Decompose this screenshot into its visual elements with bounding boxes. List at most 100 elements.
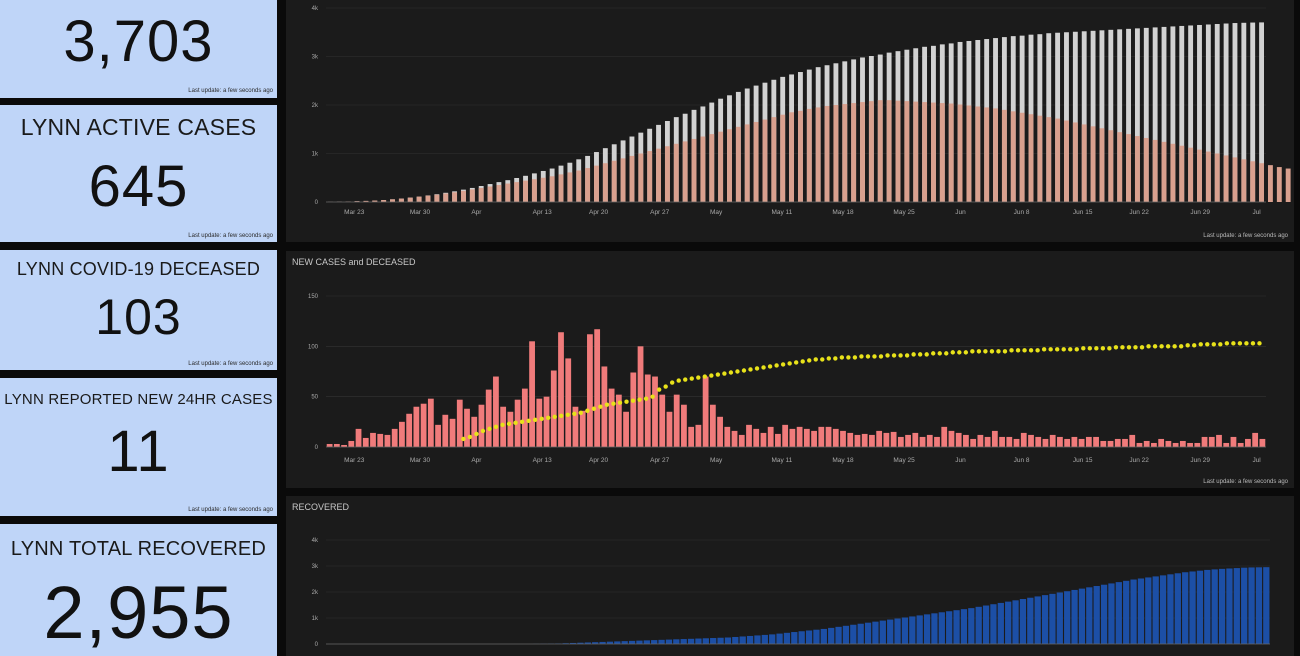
active-cases-bar <box>1277 167 1282 202</box>
active-cases-bar <box>878 100 883 202</box>
deceased-point <box>1009 348 1013 352</box>
deceased-point <box>742 368 746 372</box>
active-cases-bar <box>940 103 945 202</box>
active-cases-bar <box>621 158 626 202</box>
active-cases-bar <box>1259 163 1264 202</box>
recovered-bar <box>1189 571 1195 644</box>
deceased-point <box>853 355 857 359</box>
new-cases-bar <box>450 419 456 447</box>
new-cases-bar <box>876 431 882 447</box>
recovered-bar <box>1263 567 1269 644</box>
active-cases-bar <box>496 185 501 202</box>
active-cases-bar <box>1268 165 1273 202</box>
active-cases-bar <box>408 198 413 202</box>
card-updated: Last update: a few seconds ago <box>188 507 273 513</box>
deceased-point <box>618 401 622 405</box>
deceased-point <box>859 354 863 358</box>
deceased-point <box>520 420 524 424</box>
new-cases-bar <box>435 425 441 447</box>
x-tick-label: Jul <box>1252 209 1261 216</box>
recovered-bar <box>762 635 768 644</box>
active-cases-bar <box>390 199 395 202</box>
new-cases-bar <box>1151 443 1157 447</box>
deceased-point <box>1231 341 1235 345</box>
new-cases-bar <box>507 412 513 447</box>
deceased-point <box>774 363 778 367</box>
new-cases-bar <box>442 415 448 447</box>
new-cases-bar <box>1079 439 1085 447</box>
new-cases-bar <box>1245 439 1251 447</box>
new-cases-bar <box>963 435 969 447</box>
deceased-point <box>1042 347 1046 351</box>
new-cases-bar <box>529 341 535 447</box>
x-tick-label: Apr 20 <box>589 209 609 216</box>
new-cases-bar <box>645 375 651 447</box>
deceased-point <box>879 354 883 358</box>
recovered-bar <box>1175 573 1181 644</box>
new-cases-bar <box>609 389 615 447</box>
deceased-point <box>1107 346 1111 350</box>
new-cases-bar <box>1165 441 1171 447</box>
new-cases-bar <box>594 329 600 447</box>
y-tick-label: 150 <box>308 294 319 300</box>
new-cases-bar <box>1014 439 1020 447</box>
new-cases-bar <box>782 425 788 447</box>
active-cases-bar <box>523 181 528 202</box>
new-cases-bar <box>1231 437 1237 447</box>
active-cases-bar <box>1233 157 1238 202</box>
deceased-point <box>1094 346 1098 350</box>
recovered-bar <box>1071 590 1077 644</box>
new-cases-bar <box>1035 437 1041 447</box>
recovered-bar <box>961 609 967 644</box>
recovered-bar <box>1167 574 1173 644</box>
deceased-point <box>690 376 694 380</box>
deceased-point <box>1062 347 1066 351</box>
new-cases-bar <box>1223 443 1229 447</box>
active-cases-bar <box>692 139 697 202</box>
new-cases-bar <box>753 429 759 447</box>
recovered-bar <box>1256 567 1262 644</box>
recovered-bar <box>998 603 1004 644</box>
card-value: 645 <box>0 153 277 220</box>
recovered-bar <box>850 625 856 644</box>
x-tick-label: May 18 <box>832 209 854 216</box>
deceased-point <box>977 349 981 353</box>
deceased-point <box>1101 346 1105 350</box>
active-cases-bar <box>1100 128 1105 202</box>
recovered-bar <box>1086 587 1092 644</box>
recovered-bar <box>953 610 959 644</box>
active-cases-bar <box>656 149 661 202</box>
new-cases-bar <box>399 422 405 447</box>
new-cases-bar <box>912 433 918 447</box>
recovered-bar <box>644 640 650 644</box>
new-cases-bar <box>869 435 875 447</box>
deceased-point <box>650 394 654 398</box>
deceased-point <box>846 355 850 359</box>
deceased-point <box>598 405 602 409</box>
deceased-point <box>526 419 530 423</box>
new-cases-bar <box>724 427 730 447</box>
deceased-point <box>755 366 759 370</box>
active-cases-bar <box>630 156 635 202</box>
recovered-bar <box>681 639 687 644</box>
recovered-bar <box>872 622 878 644</box>
x-tick-label: May 11 <box>771 209 792 216</box>
deceased-point <box>1029 348 1033 352</box>
deceased-point <box>709 373 713 377</box>
x-tick-label: Apr 27 <box>650 457 670 464</box>
recovered-bar <box>1219 569 1225 644</box>
deceased-point <box>539 417 543 421</box>
x-tick-label: Apr <box>471 209 482 216</box>
recovered-bar <box>1145 577 1151 644</box>
card-value: 3,703 <box>0 8 277 75</box>
deceased-point <box>918 352 922 356</box>
recovered-bar <box>990 604 996 644</box>
active-cases-bar <box>603 163 608 202</box>
recovered-bar <box>858 624 864 644</box>
deceased-point <box>1068 347 1072 351</box>
new-cases-bar <box>1187 443 1193 447</box>
new-cases-bar <box>1180 441 1186 447</box>
active-cases-bar <box>904 101 909 202</box>
recovered-bar <box>1241 568 1247 644</box>
recovered-bar <box>754 635 760 644</box>
